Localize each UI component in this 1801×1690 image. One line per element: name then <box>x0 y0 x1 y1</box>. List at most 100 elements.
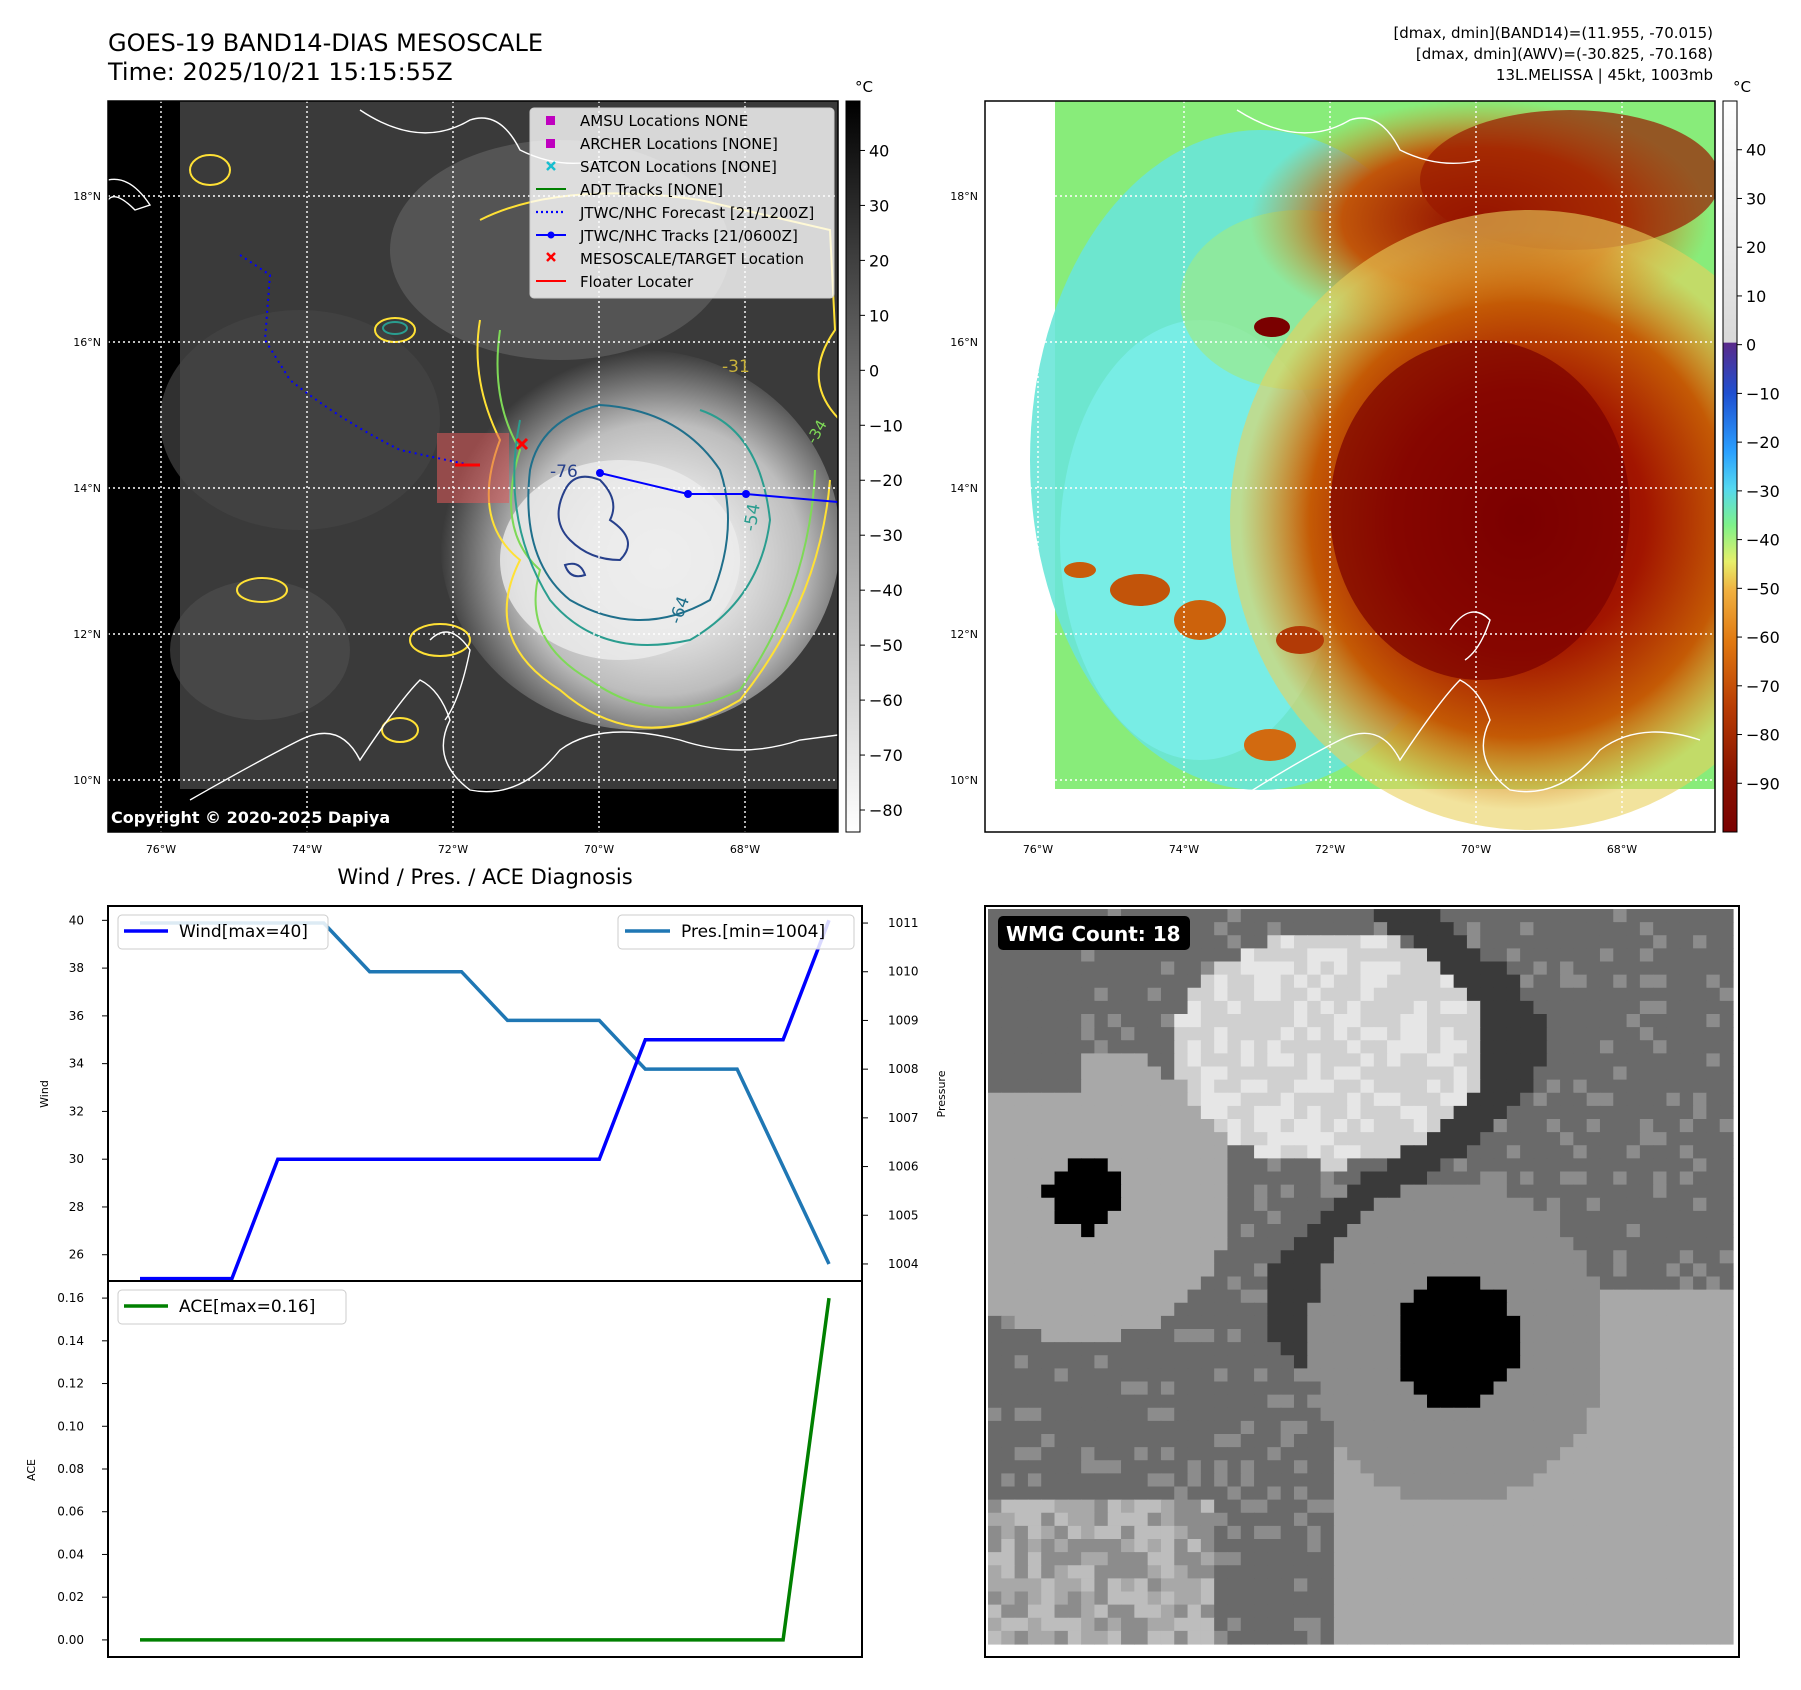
wmg-cell <box>1001 1539 1016 1553</box>
wmg-cell <box>1280 974 1295 989</box>
wmg-cell <box>1626 1434 1641 1448</box>
wmg-cell <box>1653 1079 1668 1094</box>
wmg-cell <box>1067 1092 1082 1107</box>
wmg-cell <box>1653 1420 1668 1435</box>
wmg-cell <box>1533 1591 1548 1606</box>
wmg-cell <box>1387 1381 1402 1396</box>
wmg-cell <box>1719 1289 1734 1304</box>
wmg-cell <box>1307 1329 1322 1343</box>
wmg-cell <box>1134 974 1149 989</box>
wmg-cell <box>1214 1447 1229 1461</box>
wmg-cell <box>1054 1105 1069 1120</box>
wmg-cell <box>1599 1302 1614 1317</box>
wmg-cell <box>1240 1092 1255 1107</box>
wmg-cell <box>1227 948 1242 963</box>
awv-colorbar-tick-label: −30 <box>1746 482 1780 501</box>
wmg-cell <box>1546 1210 1561 1225</box>
wmg-cell <box>1027 1329 1042 1343</box>
wmg-cell <box>1400 1315 1415 1330</box>
wmg-cell <box>1227 1237 1242 1251</box>
wmg-cell <box>1413 1014 1428 1028</box>
wmg-cell <box>1679 1578 1694 1593</box>
wmg-cell <box>1240 1447 1255 1461</box>
wmg-cell <box>1440 948 1455 963</box>
wmg-cell <box>1466 1578 1481 1593</box>
wmg-cell <box>1599 1591 1614 1606</box>
wmg-cell <box>1693 1014 1707 1028</box>
wmg-cell <box>1267 1355 1282 1369</box>
wmg-cell <box>1067 1434 1082 1448</box>
wmg-cell <box>1679 1145 1694 1159</box>
wmg-cell <box>1387 948 1402 963</box>
wmg-cell <box>1333 974 1348 989</box>
wmg-cell <box>1147 1302 1162 1317</box>
wmg-cell <box>1187 948 1202 963</box>
wmg-cell <box>1121 1237 1135 1251</box>
wmg-cell <box>1054 1263 1069 1278</box>
wmg-cell <box>1027 1630 1042 1645</box>
wmg-cell <box>1174 1079 1189 1094</box>
wmg-cell <box>1493 1014 1508 1028</box>
wmg-cell <box>1240 1329 1255 1343</box>
wmg-cell <box>1054 1342 1069 1356</box>
wmg-cell <box>1347 1289 1362 1304</box>
wmg-cell <box>1453 1552 1468 1566</box>
wmg-cell <box>1107 1473 1122 1488</box>
wmg-cell <box>1094 1434 1109 1448</box>
wmg-cell <box>1333 1197 1348 1212</box>
wmg-cell <box>1254 1355 1268 1369</box>
wmg-cell <box>1094 1119 1109 1133</box>
wmg-cell <box>1214 1119 1229 1133</box>
wmg-cell <box>1493 948 1508 963</box>
wmg-cell <box>1200 922 1215 936</box>
wmg-cell <box>1626 1092 1641 1107</box>
wmg-cell <box>1054 1145 1069 1159</box>
wmg-cell <box>1107 1302 1122 1317</box>
wmg-cell <box>1067 987 1082 1002</box>
wmg-cell <box>1094 1630 1109 1645</box>
wmg-cell <box>1546 1184 1561 1199</box>
wmg-cell <box>1560 1342 1574 1356</box>
wmg-cell <box>1533 1407 1548 1422</box>
wmg-cell <box>1200 1145 1215 1159</box>
ir-colorbar-tick-label: 0 <box>869 361 879 380</box>
wmg-cell <box>1267 1486 1282 1501</box>
wmg-cell <box>1560 1027 1574 1041</box>
wmg-cell <box>1293 1250 1308 1264</box>
wmg-cell <box>1493 1381 1508 1396</box>
wmg-cell <box>1626 987 1641 1002</box>
wmg-cell <box>1506 1014 1521 1028</box>
wmg-cell <box>1626 1315 1641 1330</box>
wmg-cell <box>1160 1000 1175 1015</box>
wmg-cell <box>1427 1053 1441 1068</box>
wmg-cell <box>1347 1617 1362 1632</box>
wmg-cell <box>1613 1394 1628 1409</box>
wmg-cell <box>1653 1000 1668 1015</box>
wmg-cell <box>1480 1565 1495 1579</box>
wmg-cell <box>1427 909 1441 923</box>
wmg-cell <box>1121 1473 1135 1488</box>
wmg-cell <box>1387 922 1402 936</box>
wmg-cell <box>1679 1079 1694 1094</box>
wmg-cell <box>1653 987 1668 1002</box>
wmg-cell <box>1427 1237 1441 1251</box>
wmg-cell <box>1719 1132 1734 1146</box>
wmg-cell <box>1560 1525 1574 1540</box>
wmg-cell <box>1427 1224 1441 1238</box>
wmg-cell <box>1427 1512 1441 1527</box>
wmg-cell <box>1626 1000 1641 1015</box>
wmg-cell <box>1427 1355 1441 1369</box>
wmg-cell <box>1413 1473 1428 1488</box>
wmg-cell <box>1427 1525 1441 1540</box>
wmg-cell <box>1493 1591 1508 1606</box>
wmg-cell <box>1546 1276 1561 1291</box>
wmg-cell <box>1094 1040 1109 1054</box>
wmg-cell <box>1160 961 1175 976</box>
wmg-cell <box>1134 987 1149 1002</box>
wmg-cell <box>1081 1499 1096 1514</box>
wmg-cell <box>1174 1184 1189 1199</box>
wmg-cell <box>1187 1000 1202 1015</box>
wmg-cell <box>1653 1434 1668 1448</box>
wmg-cell <box>1573 1276 1588 1291</box>
wmg-cell <box>1706 1145 1721 1159</box>
